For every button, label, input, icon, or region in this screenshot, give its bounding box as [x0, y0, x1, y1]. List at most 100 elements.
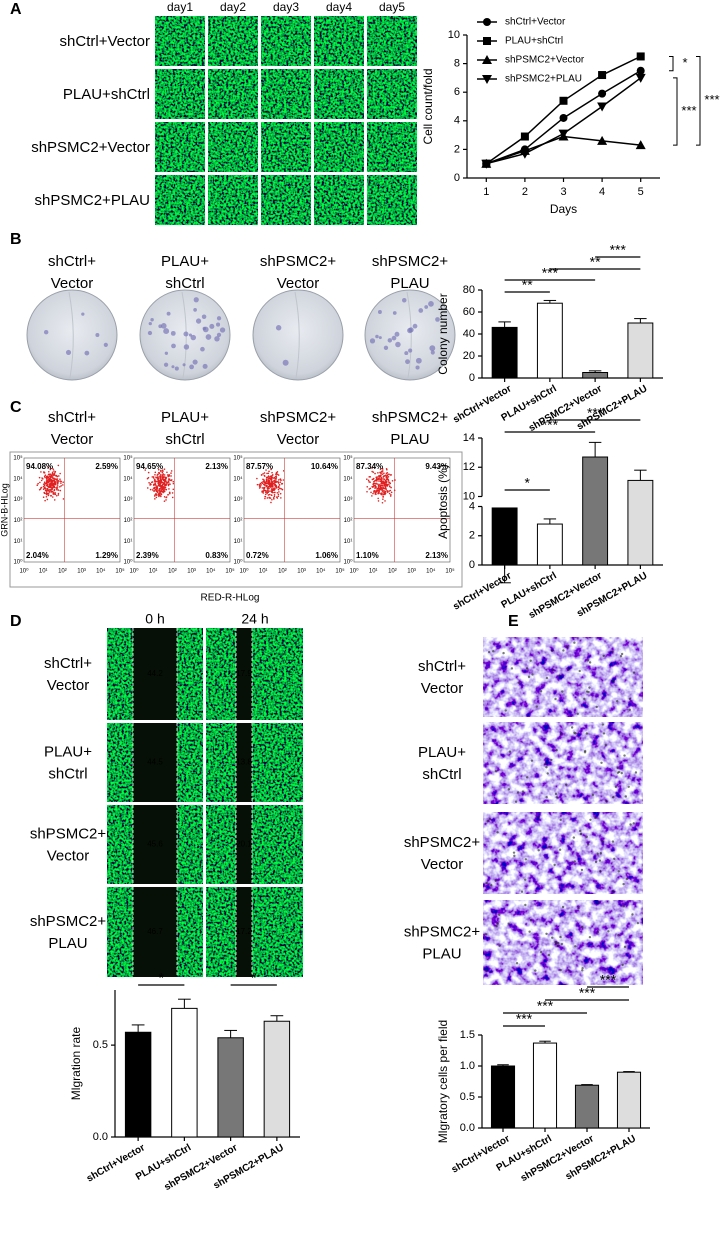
event-dot: [40, 479, 43, 482]
colony: [415, 365, 420, 370]
event-dot: [278, 491, 280, 493]
event-dot: [386, 474, 389, 477]
event-dot: [47, 492, 49, 495]
pore: [524, 903, 527, 907]
pore: [528, 930, 531, 933]
event-dot: [50, 494, 53, 497]
pore: [507, 922, 510, 926]
event-dot: [163, 496, 166, 498]
wound-gap: [236, 887, 252, 977]
pore: [545, 676, 549, 680]
event-dot: [160, 495, 162, 498]
event-dot: [55, 478, 58, 481]
flow-y-tick: 10²: [14, 518, 23, 524]
event-dot: [259, 482, 262, 485]
colony: [103, 342, 108, 347]
event-dot: [172, 488, 175, 491]
colony: [163, 362, 169, 367]
event-dot: [146, 487, 149, 489]
wound-gap: [133, 887, 177, 977]
event-dot: [375, 478, 378, 481]
event-dot: [377, 480, 379, 482]
flow-x-tick: 10¹: [39, 569, 48, 575]
row-label: shCtrl: [48, 765, 87, 782]
pore: [559, 732, 563, 736]
pore: [504, 709, 507, 712]
event-dot: [380, 471, 383, 473]
event-dot: [57, 480, 60, 482]
pore: [621, 963, 624, 967]
point: [635, 73, 646, 83]
event-dot: [375, 491, 377, 494]
colony: [193, 308, 197, 312]
row-label: Vector: [47, 847, 90, 864]
event-dot: [387, 481, 390, 483]
flow-x-tick: 10⁵: [335, 568, 345, 575]
event-dot: [375, 480, 378, 482]
colony: [430, 350, 435, 355]
cell-image: [208, 69, 258, 119]
time-label: 0 h: [145, 611, 164, 627]
event-dot: [377, 491, 380, 494]
y-axis-label: Colony number: [436, 293, 450, 374]
y-tick-label: 4: [469, 500, 475, 512]
pore: [572, 836, 576, 839]
event-dot: [149, 484, 151, 486]
column-label: shCtrl+: [48, 409, 96, 426]
wound-image: [206, 723, 303, 802]
pore: [502, 651, 505, 655]
colony: [405, 359, 410, 365]
significance-label: ***: [516, 1011, 533, 1027]
point: [558, 129, 569, 139]
point: [483, 37, 491, 45]
event-dot: [158, 472, 161, 475]
event-dot: [385, 472, 388, 475]
event-dot: [378, 490, 380, 493]
bar: [536, 302, 563, 379]
point: [598, 89, 607, 98]
flow-y-tick: 10⁵: [233, 455, 243, 462]
event-dot: [153, 484, 155, 487]
event-dot: [265, 469, 267, 471]
event-dot: [369, 476, 372, 478]
event-dot: [153, 495, 156, 497]
y-tick-label: 10: [448, 29, 460, 41]
bar: [627, 479, 654, 566]
wound-width: 45.6: [147, 840, 163, 849]
pore: [559, 968, 562, 972]
event-dot: [60, 485, 62, 487]
pore: [591, 793, 595, 796]
event-dot: [366, 478, 368, 480]
event-dot: [47, 494, 50, 497]
pore: [611, 840, 615, 843]
event-dot: [152, 476, 155, 478]
event-dot: [162, 470, 164, 472]
cell-image: [314, 175, 364, 225]
pore: [581, 969, 584, 972]
colony: [219, 327, 226, 333]
pore: [604, 743, 607, 747]
event-dot: [40, 471, 42, 473]
event-dot: [371, 478, 374, 481]
event-dot: [380, 492, 383, 495]
event-dot: [158, 489, 161, 492]
event-dot: [267, 489, 269, 491]
pore: [555, 748, 558, 752]
dish-edge: [294, 291, 300, 379]
event-dot: [56, 481, 59, 483]
colony: [429, 345, 436, 352]
row-label: shPSMC2+: [30, 913, 107, 930]
event-dot: [53, 488, 56, 491]
event-dot: [269, 497, 272, 499]
row-label: shCtrl+Vector: [60, 33, 150, 50]
pore: [559, 818, 562, 822]
event-dot: [381, 489, 383, 492]
pore: [530, 759, 534, 762]
quadrant-percent: 1.10%: [356, 551, 379, 560]
pore: [619, 655, 623, 658]
event-dot: [275, 480, 277, 482]
pore: [555, 796, 558, 799]
event-dot: [268, 480, 271, 483]
row-label: PLAU+shCtrl: [63, 86, 150, 103]
pore: [529, 918, 533, 922]
